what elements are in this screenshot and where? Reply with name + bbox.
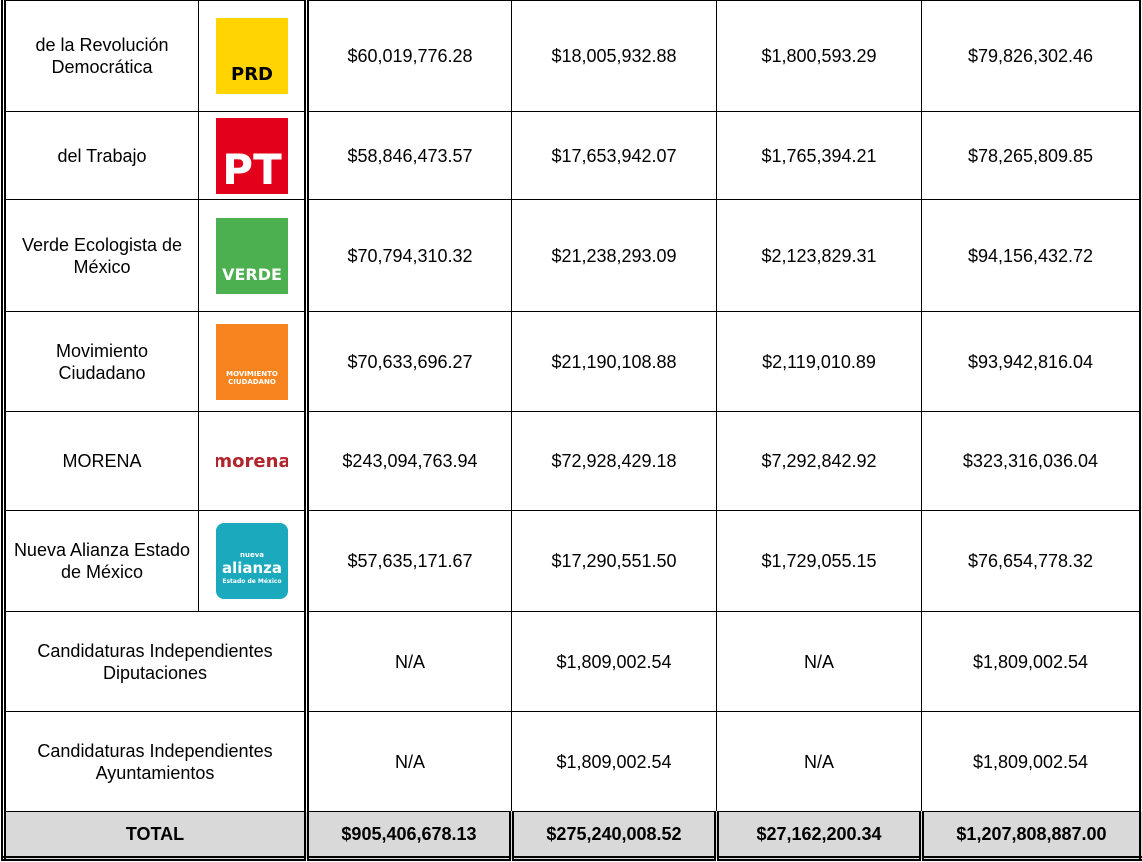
amount-cell: N/A [716, 711, 922, 812]
logo-text: VERDE [222, 265, 282, 284]
total-cell: $905,406,678.13 [304, 811, 512, 859]
logo-bg [215, 117, 288, 194]
amount-cell: $323,316,036.04 [921, 411, 1142, 511]
amount-cell: $17,290,551.50 [511, 510, 717, 612]
amount-cell: $21,238,293.09 [511, 199, 717, 312]
logo-cell: PRD [198, 0, 309, 112]
amount-cell: $72,928,429.18 [511, 411, 717, 511]
total-cell: $1,207,808,887.00 [919, 811, 1142, 859]
party-name: Movimiento Ciudadano [3, 311, 199, 412]
total-row: TOTAL $905,406,678.13 $275,240,008.52 $27,1… [3, 811, 1142, 859]
table-row: Verde Ecologista de México VERDE $70,794,3… [3, 199, 1142, 312]
amount-cell: $1,765,394.21 [716, 111, 922, 200]
amount-cell: $79,826,302.46 [921, 0, 1142, 112]
table-row: del Trabajo PT $58,846,473.57 $17,653,942.0… [3, 111, 1142, 200]
amount-cell: N/A [716, 611, 922, 712]
table-row: Movimiento Ciudadano MOVIMIENTO CIUDADANO $… [3, 311, 1142, 412]
amount-cell: $76,654,778.32 [921, 510, 1142, 612]
logo-bg [215, 217, 288, 294]
amount-cell: N/A [306, 711, 512, 812]
amount-cell: $57,635,171.67 [306, 510, 512, 612]
logo-cell: VERDE [198, 199, 309, 312]
amount-cell: $1,809,002.54 [511, 611, 717, 712]
amount-cell: $18,005,932.88 [511, 0, 717, 112]
logo-text: PRD [231, 64, 273, 85]
logo-bg [215, 18, 288, 94]
amount-cell: $93,942,816.04 [921, 311, 1142, 412]
amount-cell: $1,809,002.54 [921, 611, 1142, 712]
logo-text: nueva [239, 551, 263, 559]
party-logo: morena [216, 451, 288, 472]
amount-cell: $243,094,763.94 [306, 411, 512, 511]
amount-cell: $2,119,010.89 [716, 311, 922, 412]
amount-cell: $7,292,842.92 [716, 411, 922, 511]
table-row: de la Revolución Democrática PRD $60,019,7… [3, 0, 1142, 112]
logo-text: PT [222, 145, 282, 194]
logo-cell: morena [198, 411, 309, 511]
logo-cell: nueva alianza Estado de México [198, 510, 309, 612]
amount-cell: $1,800,593.29 [716, 0, 922, 112]
amount-cell: $1,809,002.54 [511, 711, 717, 812]
amount-cell: $78,265,809.85 [921, 111, 1142, 200]
amount-cell: $70,633,696.27 [306, 311, 512, 412]
total-cell: $275,240,008.52 [509, 811, 717, 859]
amount-cell: $1,729,055.15 [716, 510, 922, 612]
party-logo: VERDE [215, 217, 288, 294]
logo-cell: PT [198, 111, 309, 200]
table-row: Candidaturas Independientes Diputaciones… [3, 611, 1142, 712]
table-row: Nueva Alianza Estado de México nueva alian… [3, 510, 1142, 612]
party-name: MORENA [3, 411, 199, 511]
logo-bg [215, 523, 288, 599]
logo-text: CIUDADANO [228, 378, 276, 386]
amount-cell: N/A [306, 611, 512, 712]
party-name: Candidaturas Independientes Diputaciones [3, 611, 309, 712]
party-logo: PRD [215, 18, 288, 94]
table-row: MORENA morena $243,094,763.94 $72,928,429.1… [3, 411, 1142, 511]
amount-cell: $58,846,473.57 [306, 111, 512, 200]
total-cell: $27,162,200.34 [714, 811, 922, 859]
party-name: Verde Ecologista de México [3, 199, 199, 312]
logo-text: morena [216, 451, 288, 472]
party-name: Candidaturas Independientes Ayuntamiento… [3, 711, 309, 812]
logo-text: Estado de México [222, 578, 281, 585]
table-row: Candidaturas Independientes Ayuntamiento… [3, 711, 1142, 812]
total-label: TOTAL [3, 811, 307, 859]
party-name: Nueva Alianza Estado de México [3, 510, 199, 612]
amount-cell: $1,809,002.54 [921, 711, 1142, 812]
logo-cell: MOVIMIENTO CIUDADANO [198, 311, 309, 412]
amount-cell: $17,653,942.07 [511, 111, 717, 200]
amount-cell: $21,190,108.88 [511, 311, 717, 412]
party-logo: PT [215, 117, 288, 194]
amount-cell: $60,019,776.28 [306, 0, 512, 112]
amount-cell: $70,794,310.32 [306, 199, 512, 312]
party-name: de la Revolución Democrática [3, 0, 199, 112]
logo-text: alianza [221, 559, 281, 577]
logo-bg [215, 323, 288, 400]
amount-cell: $2,123,829.31 [716, 199, 922, 312]
logo-text: MOVIMIENTO [226, 370, 278, 378]
party-name: del Trabajo [3, 111, 199, 200]
amount-cell: $94,156,432.72 [921, 199, 1142, 312]
